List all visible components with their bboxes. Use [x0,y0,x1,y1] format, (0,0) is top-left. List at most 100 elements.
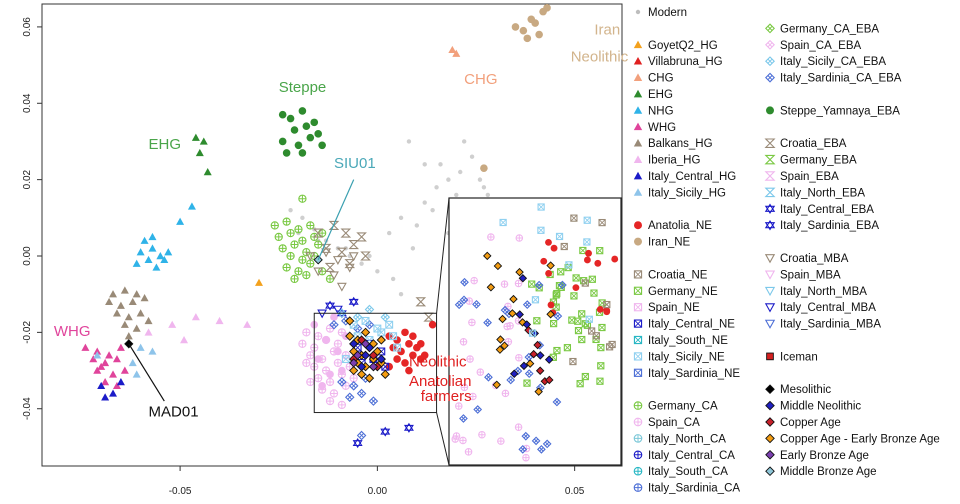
point-italy-sicily-hg [132,370,141,378]
legend-marker-spain-ca [633,417,643,427]
point-balkans-hg [128,297,137,306]
plot-frame [41,3,623,467]
zoom-point [466,355,474,363]
point-modern [288,207,293,213]
legend-marker-iberia-hg [633,155,643,163]
annotations: Steppe EHG SIU01 CHG Iran Neolithic WHG MAD01 Ne… [54,22,629,421]
point-spain-ca [302,328,311,337]
point-copper-age-early-bronze-age [345,316,355,326]
legend-label: Copper Age [780,417,841,429]
annotation-anatolian: Anatolian [409,373,472,390]
annotation-mad01: MAD01 [149,403,199,420]
point-modern [481,185,487,190]
point-croatia-mba [305,252,316,262]
zoom-point [495,345,505,354]
legend-item-spain-ca-eba: Spain_CA_EBA [765,40,862,52]
zoom-point [553,346,561,355]
point-italy-sardinia-ca-eba [337,377,347,387]
legend-label: Germany_CA [648,401,718,413]
point-nhg [136,248,145,256]
point-modern [469,154,475,159]
point-iran-ne [519,26,528,35]
zoom-point [531,436,541,446]
zoom-point [563,344,572,352]
point-steppe-yamnaya-eba [278,110,287,119]
point-italy-sicily-ne [393,343,402,352]
point-spain-ca [314,374,323,383]
legend-item-croatia-eba: Croatia_EBA [764,138,847,150]
series-italy-sardinia-eba [352,422,414,449]
zoom-point [552,291,560,299]
legend-label: Middle Neolithic [780,401,861,413]
series-anatolia-ne [385,320,437,375]
zoom-point [574,326,583,335]
legend-label: Copper Age - Early Bronze Age [780,433,940,445]
legend-marker-italy-sardinia-ca-eba [765,72,775,83]
point-germany-ca-eba [290,240,299,249]
point-copper-age-early-bronze-age [360,327,371,338]
zoom-point [583,216,591,224]
point-copper-age [368,350,379,360]
point-italy-sicily-ca-eba [380,312,391,322]
legend-label: Croatia_MBA [780,253,849,265]
zoom-point [519,361,529,371]
zoom-point [576,380,584,388]
zoom-point [524,369,534,379]
annotation-steppe: Steppe [279,79,327,96]
zoom-point [534,280,544,290]
zoom-point [570,292,578,300]
point-balkans-hg [120,286,129,294]
point-spain-ca [337,328,347,337]
zoom-point [583,238,591,246]
legend-item-spain-mba: Spain_MBA [764,269,841,281]
point-modern [485,192,491,198]
legend-marker-middle-neolithic [765,400,775,411]
zoom-group-8fd0f0 [499,203,593,337]
zoom-point [525,359,535,368]
legend-label: Iberia_HG [648,155,700,167]
legend-label: Italy_Central_MBA [780,302,876,314]
series-balkans-hg [105,286,153,340]
zoom-point [472,299,481,309]
zoom-point [460,383,469,392]
point-italy-sardinia-ca-eba [356,430,367,441]
zoom-connector-bottom [436,412,450,466]
x-tick-label: 0.00 [368,486,388,497]
point-copper-age-early-bronze-age [356,369,367,380]
point-steppe-yamnaya-eba [298,149,307,157]
legend-label: Italy_Sardinia_NE [648,368,740,380]
point-whg [109,370,118,378]
legend-label: Italy_South_CA [648,466,728,478]
legend-item-iceman: Iceman [766,351,818,363]
point-whg [93,347,102,355]
legend-item-italy-central-mba: Italy_Central_MBA [764,302,876,314]
legend-label: Italy_North_CA [648,433,726,445]
zoom-point [585,249,592,257]
point-germany-ca-eba [294,267,303,276]
zoom-point [569,357,577,366]
point-balkans-hg [132,324,141,332]
legend-marker-croatia-mba [764,254,776,264]
legend-marker-croatia-ne [633,270,643,279]
point-spain-ca [329,389,339,398]
point-steppe-yamnaya-eba [310,118,319,127]
legend-item-italy-central-ne: Italy_Central_NE [633,319,735,331]
zoom-point [546,261,555,270]
axes: -0.05 0.00 0.05 -0.04 -0.02 0.00 0.02 0.04 0.06 [22,17,585,497]
point-goyetq2-hg [255,278,264,286]
series-croatia-mba [305,248,359,292]
point-italy-sardinia-ca-eba [368,396,379,406]
zoom-point [478,430,486,439]
zoom-point [581,279,589,287]
legend-item-middle-neolithic: Middle Neolithic [765,400,861,413]
series-middle-neolithic [349,339,386,372]
zoom-point [537,444,546,454]
legend-item-goyetq2-hg: GoyetQ2_HG [633,40,718,52]
zoom-point [498,314,507,324]
zoom-point [454,402,463,410]
legend-marker-italy-south-ne [633,335,643,345]
zoom-point [454,300,464,310]
legend-marker-italy-central-ca [633,450,643,460]
point-modern [387,230,392,236]
